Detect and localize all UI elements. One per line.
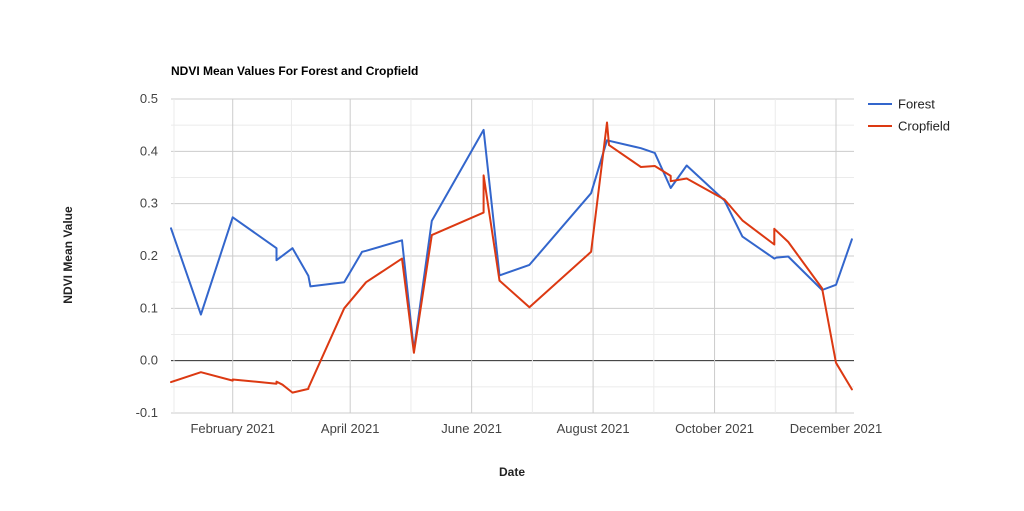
y-tick-label: 0.1 [140,300,158,315]
y-tick-label: 0.2 [140,248,158,263]
x-tick-label: August 2021 [557,421,630,436]
series-lines [170,121,853,394]
x-axis-ticks: February 2021 April 2021 June 2021 August 2… [190,421,882,436]
x-tick-label: June 2021 [441,421,502,436]
x-tick-label: October 2021 [675,421,754,436]
y-tick-label: 0.5 [140,91,158,106]
y-tick-label: -0.1 [136,405,158,420]
x-tick-label: April 2021 [321,421,380,436]
y-tick-label: 0.3 [140,196,158,211]
y-tick-label: 0.0 [140,353,158,368]
series-line-forest [170,128,853,352]
legend: Forest Cropfield [868,97,950,134]
legend-label-forest: Forest [898,97,935,112]
series-line-cropfield [170,121,853,394]
legend-label-cropfield: Cropfield [898,119,950,134]
chart-title: NDVI Mean Values For Forest and Cropfiel… [171,64,418,78]
y-axis-ticks: 0.5 0.4 0.3 0.2 0.1 0.0 -0.1 [136,91,158,420]
y-tick-label: 0.4 [140,143,158,158]
x-tick-label: February 2021 [190,421,275,436]
y-axis-title: NDVI Mean Value [61,206,75,304]
x-axis-title: Date [499,465,525,479]
x-tick-label: December 2021 [790,421,883,436]
gridlines [171,98,854,414]
